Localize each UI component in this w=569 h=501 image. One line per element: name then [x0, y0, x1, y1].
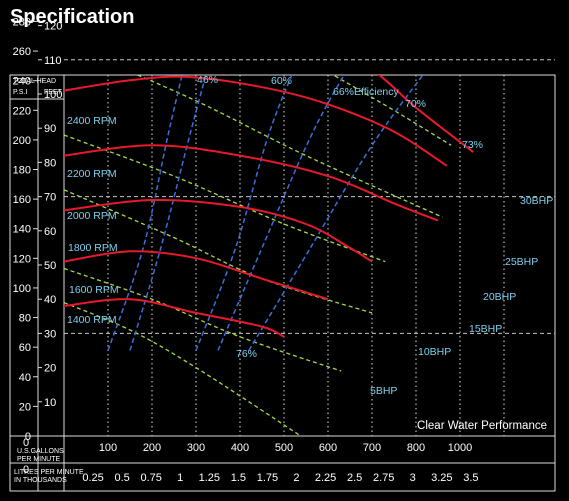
feet-tick-label: 30 [44, 328, 56, 340]
bhp-label: 5BHP [370, 385, 397, 397]
psi-tick-label: 80 [19, 313, 31, 325]
rpm-curve [64, 298, 285, 338]
feet-tick-label: 100 [44, 89, 62, 101]
rpm-label: 1800 RPM [68, 242, 118, 254]
efficiency-line [107, 75, 183, 351]
feet-tick-label: 40 [44, 294, 56, 306]
gpm-label-2: PER MINUTE [17, 456, 61, 463]
psi-tick-label: 40 [19, 372, 31, 384]
gpm-tick-label: 400 [231, 442, 249, 454]
lpm-tick-label: 3.5 [463, 472, 478, 484]
psi-tick-label: 220 [13, 105, 31, 117]
bhp-label: 30BHP [520, 195, 553, 207]
chart-frame [9, 74, 556, 492]
gpm-tick-label: 500 [275, 442, 293, 454]
header-psi: P.S.I [13, 89, 27, 96]
lpm-tick-label: 1.25 [199, 472, 220, 484]
rpm-curve [64, 144, 439, 222]
rpm-label: 2000 RPM [67, 210, 117, 222]
lpm-tick-label: 2.25 [315, 472, 336, 484]
lpm-tick-label: 3.25 [431, 472, 452, 484]
efficiency-label: 60% [271, 75, 292, 87]
psi-tick-label: 100 [13, 283, 31, 295]
gpm-tick-label: 800 [407, 442, 425, 454]
psi-tick-label: 180 [13, 165, 31, 177]
feet-tick-label: 90 [44, 123, 56, 135]
efficiency-label: 73% [462, 139, 483, 151]
efficiency-label: 46% [197, 74, 218, 86]
lpm-tick-label: 2 [293, 472, 299, 484]
power-line [64, 267, 342, 372]
psi-tick-label: 120 [13, 253, 31, 265]
rpm-label: 1600 RPM [69, 284, 119, 296]
psi-tick-label: 260 [13, 46, 31, 58]
lpm-tick-label: 1 [177, 472, 183, 484]
feet-tick-label: 20 [44, 363, 56, 375]
feet-tick-label: 70 [44, 192, 56, 204]
psi-tick-label: 60 [19, 342, 31, 354]
rpm-label: 2400 RPM [67, 115, 117, 127]
rpm-curve [64, 75, 448, 167]
efficiency-label: 76% [236, 348, 257, 360]
efficiency-line [217, 75, 345, 351]
rpm-curve [64, 250, 329, 301]
rpm-label: 1400 RPM [67, 314, 117, 326]
efficiency-label: 70% [405, 98, 426, 110]
lpm-label-1: LITRES PER MINUTE [14, 469, 84, 476]
gpm-tick-label: 300 [187, 442, 205, 454]
gpm-tick-label: 200 [143, 442, 161, 454]
efficiency-label: 66%Efficiency [333, 86, 400, 98]
psi-tick-label: 280 [13, 16, 31, 28]
lpm-tick-label: 3 [410, 472, 416, 484]
psi-tick-label: 140 [13, 224, 31, 236]
gpm-tick-label: 600 [319, 442, 337, 454]
power-line [64, 302, 302, 436]
power-line [64, 134, 386, 263]
bhp-label: 20BHP [483, 291, 516, 303]
chart-note: Clear Water Performance [417, 420, 547, 432]
psi-tick-label: 200 [13, 135, 31, 147]
gpm-tick-label: 0 [23, 437, 29, 449]
efficiency-line [195, 75, 293, 351]
header-total-head: TOTAL HEAD [13, 78, 56, 85]
gpm-label-1: U.S.GALLONS [17, 448, 64, 455]
lpm-tick-label: 1.5 [231, 472, 246, 484]
efficiency-line [248, 75, 424, 351]
gpm-tick-label: 700 [363, 442, 381, 454]
gpm-tick-label: 1000 [448, 442, 472, 454]
feet-tick-label: 110 [44, 55, 62, 67]
psi-tick-label: 0 [25, 431, 31, 443]
feet-tick-label: 50 [44, 260, 56, 272]
bhp-label: 25BHP [505, 256, 538, 268]
lpm-tick-label: 2.75 [373, 472, 394, 484]
efficiency-line [129, 75, 207, 351]
psi-tick-label: 160 [13, 194, 31, 206]
psi-tick-label: 240 [13, 76, 31, 88]
header-feet: FEET [44, 89, 63, 96]
lpm-tick-label: 1.75 [257, 472, 278, 484]
bhp-label: 10BHP [418, 346, 451, 358]
power-line [136, 75, 443, 218]
lpm-tick-label: 2.5 [347, 472, 362, 484]
power-line [332, 75, 452, 146]
gpm-tick-label: 100 [99, 442, 117, 454]
feet-tick-label: 80 [44, 157, 56, 169]
psi-tick-label: 20 [19, 401, 31, 413]
feet-tick-label: 120 [44, 21, 62, 33]
lpm-tick-label: 0.25 [82, 472, 103, 484]
page-title: Specification [10, 6, 135, 28]
rpm-label: 2200 RPM [67, 168, 117, 180]
bhp-label: 15BHP [469, 323, 502, 335]
rpm-curve [377, 75, 474, 153]
lpm-label-2: IN THOUSANDS [14, 477, 67, 484]
feet-tick-label: 10 [44, 397, 56, 409]
rpm-curve [64, 198, 373, 263]
lpm-tick-label: 0.75 [140, 472, 161, 484]
lpm-tick-label: 0 [23, 464, 29, 476]
feet-tick-label: 60 [44, 226, 56, 238]
lpm-tick-label: 0.5 [114, 472, 129, 484]
